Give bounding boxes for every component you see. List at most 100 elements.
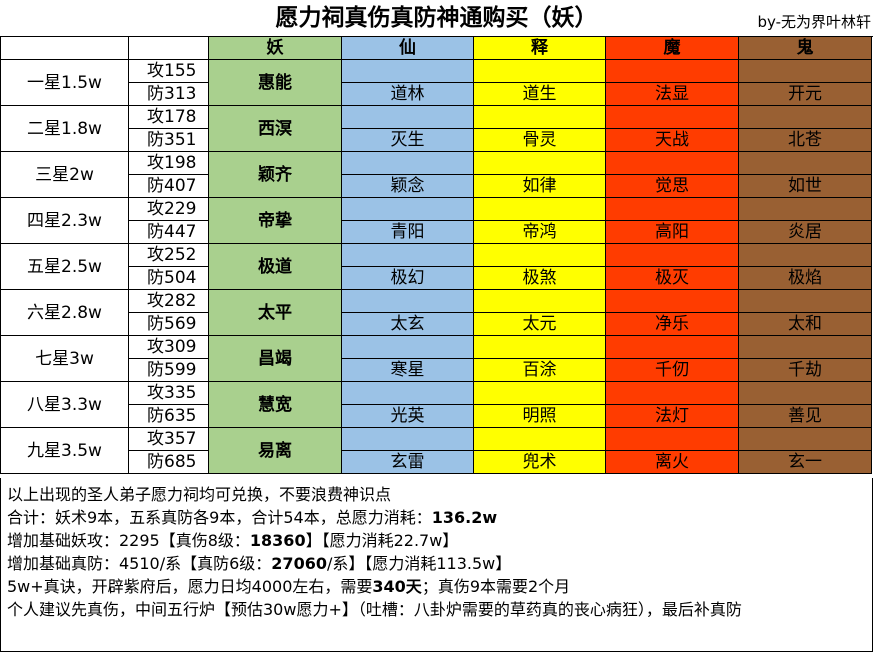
attack-stat-cell: 攻357 bbox=[128, 427, 209, 451]
defense-stat-cell: 防599 bbox=[128, 358, 209, 382]
shi-skill-cell: 百涂 bbox=[473, 358, 606, 382]
header-row: 妖 仙 释 魔 鬼 bbox=[0, 36, 872, 60]
mo-skill-cell: 离火 bbox=[605, 450, 739, 474]
header-blank-stat bbox=[128, 36, 209, 60]
page-title: 愿力祠真伤真防神通购买（妖） bbox=[275, 5, 598, 31]
header-yao: 妖 bbox=[208, 36, 342, 60]
mo-skill-cell: 净乐 bbox=[605, 312, 739, 336]
table-row: 九星3.5w 攻357 易离 bbox=[0, 427, 872, 474]
shi-skill-cell: 道生 bbox=[473, 82, 606, 106]
table-row: 防635 光英 明照 法灯 善见 bbox=[1, 404, 872, 428]
table-row: 三星2w 攻198 颖齐 bbox=[0, 151, 872, 198]
mo-blank-cell bbox=[605, 59, 739, 83]
xian-blank-cell bbox=[341, 59, 474, 83]
attack-stat-cell: 攻178 bbox=[128, 105, 209, 129]
mo-skill-cell: 天战 bbox=[605, 128, 739, 152]
mo-skill-cell: 法显 bbox=[605, 82, 739, 106]
defense-stat-cell: 防407 bbox=[128, 174, 209, 198]
gui-blank-cell bbox=[738, 381, 872, 405]
table-row: 七星3w 攻309 昌竭 bbox=[0, 335, 872, 382]
header-shi: 释 bbox=[473, 36, 606, 60]
shi-skill-cell: 兜术 bbox=[473, 450, 606, 474]
table-row: 一星1.5w 攻155 惠能 bbox=[0, 59, 872, 106]
shi-skill-cell: 明照 bbox=[473, 404, 606, 428]
gui-blank-cell bbox=[738, 289, 872, 313]
star-level-cell: 七星3w bbox=[0, 335, 129, 382]
gui-skill-cell: 北苍 bbox=[738, 128, 872, 152]
xian-blank-cell bbox=[341, 105, 474, 129]
xian-skill-cell: 光英 bbox=[341, 404, 474, 428]
mo-skill-cell: 千仞 bbox=[605, 358, 739, 382]
xian-blank-cell bbox=[341, 289, 474, 313]
xian-skill-cell: 寒星 bbox=[341, 358, 474, 382]
shi-skill-cell: 骨灵 bbox=[473, 128, 606, 152]
gui-blank-cell bbox=[738, 59, 872, 83]
yao-skill-cell: 易离 bbox=[208, 427, 342, 474]
table-row: 防504 极幻 极煞 极灭 极焰 bbox=[1, 266, 872, 290]
yao-skill-cell: 惠能 bbox=[208, 59, 342, 106]
star-level-cell: 九星3.5w bbox=[0, 427, 129, 474]
table-row: 四星2.3w 攻229 帝挚 bbox=[0, 197, 872, 244]
table-row: 防313 道林 道生 法显 开元 bbox=[1, 82, 872, 106]
xian-skill-cell: 灭生 bbox=[341, 128, 474, 152]
attack-stat-cell: 攻252 bbox=[128, 243, 209, 267]
star-level-cell: 二星1.8w bbox=[0, 105, 129, 152]
xian-skill-cell: 青阳 bbox=[341, 220, 474, 244]
xian-blank-cell bbox=[341, 427, 474, 451]
attack-stat-cell: 攻282 bbox=[128, 289, 209, 313]
mo-blank-cell bbox=[605, 289, 739, 313]
gui-skill-cell: 极焰 bbox=[738, 266, 872, 290]
attack-stat-cell: 攻198 bbox=[128, 151, 209, 175]
xian-blank-cell bbox=[341, 151, 474, 175]
shi-blank-cell bbox=[473, 59, 606, 83]
table-row: 防599 寒星 百涂 千仞 千劫 bbox=[1, 358, 872, 382]
xian-blank-cell bbox=[341, 335, 474, 359]
header-mo: 魔 bbox=[605, 36, 739, 60]
table-row: 防447 青阳 帝鸿 高阳 炎居 bbox=[1, 220, 872, 244]
xian-skill-cell: 道林 bbox=[341, 82, 474, 106]
gui-skill-cell: 太和 bbox=[738, 312, 872, 336]
mo-blank-cell bbox=[605, 427, 739, 451]
gui-blank-cell bbox=[738, 335, 872, 359]
header-blank-star bbox=[0, 36, 129, 60]
table-row: 二星1.8w 攻178 西溟 bbox=[0, 105, 872, 152]
gui-blank-cell bbox=[738, 105, 872, 129]
note-line-4: 增加基础真防：4510/系【真防6级：27060/系】【愿力消耗113.5w】 bbox=[7, 554, 512, 573]
header-xian: 仙 bbox=[341, 36, 474, 60]
xian-blank-cell bbox=[341, 197, 474, 221]
mo-blank-cell bbox=[605, 243, 739, 267]
star-level-cell: 八星3.3w bbox=[0, 381, 129, 428]
attack-stat-cell: 攻309 bbox=[128, 335, 209, 359]
xian-skill-cell: 玄雷 bbox=[341, 450, 474, 474]
gui-blank-cell bbox=[738, 427, 872, 451]
shi-blank-cell bbox=[473, 197, 606, 221]
xian-skill-cell: 太玄 bbox=[341, 312, 474, 336]
gui-blank-cell bbox=[738, 197, 872, 221]
table-row: 防569 太玄 太元 净乐 太和 bbox=[1, 312, 872, 336]
shi-blank-cell bbox=[473, 151, 606, 175]
star-level-cell: 一星1.5w bbox=[0, 59, 129, 106]
defense-stat-cell: 防685 bbox=[128, 450, 209, 474]
defense-stat-cell: 防635 bbox=[128, 404, 209, 428]
notes-section: 以上出现的圣人弟子愿力祠均可兑换，不要浪费神识点 合计：妖术9本，五系真防各9本… bbox=[0, 478, 873, 652]
xian-blank-cell bbox=[341, 381, 474, 405]
mo-skill-cell: 极灭 bbox=[605, 266, 739, 290]
star-level-cell: 四星2.3w bbox=[0, 197, 129, 244]
table-row: 八星3.3w 攻335 慧宽 bbox=[0, 381, 872, 428]
yao-skill-cell: 西溟 bbox=[208, 105, 342, 152]
defense-stat-cell: 防569 bbox=[128, 312, 209, 336]
gui-skill-cell: 如世 bbox=[738, 174, 872, 198]
note-line-5: 5w+真诀，开辟紫府后，愿力日均4000左右，需要340天；真伤9本需要2个月 bbox=[7, 577, 571, 596]
mo-blank-cell bbox=[605, 105, 739, 129]
defense-stat-cell: 防504 bbox=[128, 266, 209, 290]
note-line-6: 个人建议先真伤，中间五行炉【预估30w愿力+】（吐槽：八卦炉需要的草药真的丧心病… bbox=[7, 600, 742, 619]
shi-blank-cell bbox=[473, 381, 606, 405]
xian-blank-cell bbox=[341, 243, 474, 267]
purchase-table: 妖 仙 释 魔 鬼 一星1.5w 攻155 惠能 防313 道林 道生 法显 开元 二星1.8w… bbox=[0, 36, 872, 474]
xian-skill-cell: 颖念 bbox=[341, 174, 474, 198]
yao-skill-cell: 帝挚 bbox=[208, 197, 342, 244]
gui-blank-cell bbox=[738, 243, 872, 267]
mo-skill-cell: 高阳 bbox=[605, 220, 739, 244]
xian-skill-cell: 极幻 bbox=[341, 266, 474, 290]
header-gui: 鬼 bbox=[738, 36, 872, 60]
